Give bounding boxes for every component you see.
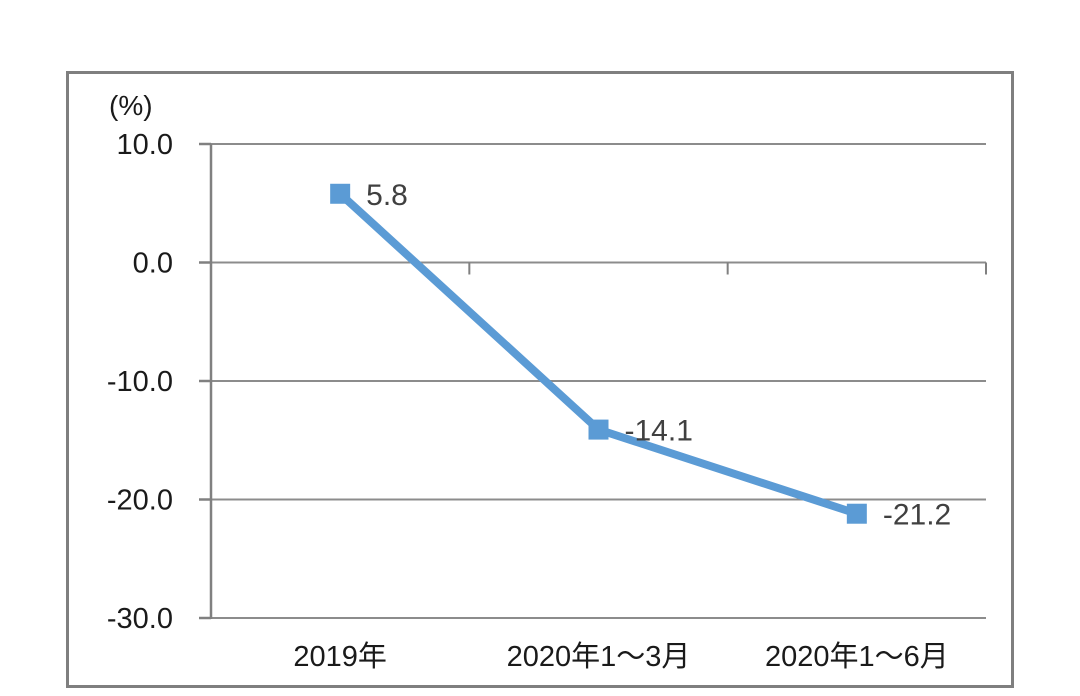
x-axis-category-label: 2019年: [293, 640, 387, 673]
data-point-marker: [846, 503, 867, 524]
data-label: -14.1: [625, 415, 693, 448]
chart-frame: (%) 10.0 0.0 -10.0 -20.0 -30.0 2019年 2020年1～3月…: [66, 71, 1014, 688]
y-axis-tick-label: -10.0: [107, 366, 173, 398]
data-label: 5.8: [366, 179, 408, 212]
y-axis-tick-label: -30.0: [107, 603, 173, 635]
y-axis-tick-label: -20.0: [107, 485, 173, 517]
chart-svg: 10.0 0.0 -10.0 -20.0 -30.0 2019年 2020年1～3月 2020…: [107, 129, 987, 673]
x-axis-category-label: 2020年1～6月: [765, 640, 949, 673]
x-axis-category-label: 2020年1～3月: [507, 640, 691, 673]
data-label: -21.2: [883, 499, 951, 532]
y-axis-unit-label: (%): [109, 90, 153, 121]
data-point-marker: [330, 183, 351, 204]
data-point-marker: [588, 419, 609, 440]
y-axis-tick-label: 10.0: [117, 129, 173, 161]
y-axis-tick-label: 0.0: [133, 248, 173, 280]
series-line: [337, 190, 859, 518]
